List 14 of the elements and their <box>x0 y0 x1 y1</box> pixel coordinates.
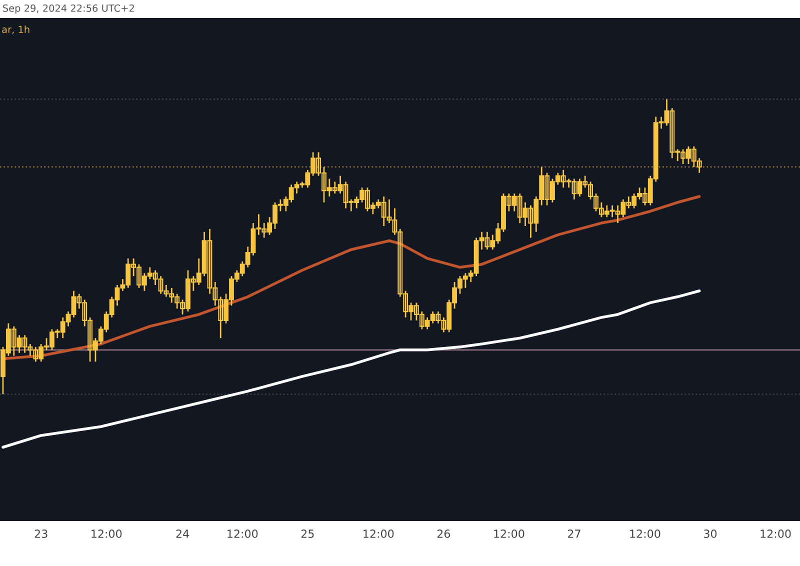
x-tick-label: 30 <box>704 530 717 538</box>
x-tick-label: 27 <box>568 530 580 538</box>
text: Sep 29, 2024 22:56 UTC+2 <box>3 4 134 14</box>
x-tick-label: 12:00 <box>228 530 258 538</box>
x-tick-label: 23 <box>34 530 48 538</box>
x-tick-label: 12:00 <box>364 530 394 538</box>
x-tick-label: 12:00 <box>92 530 122 538</box>
x-tick-label: 12:00 <box>630 530 660 538</box>
x-tick-label: 12:00 <box>494 530 524 538</box>
x-tick-label: 25 <box>301 530 314 538</box>
text: ar, 1h <box>2 26 30 34</box>
x-tick-label: 12:00 <box>760 530 791 538</box>
x-tick-label: 26 <box>437 530 450 538</box>
x-tick-label: 24 <box>176 530 189 538</box>
